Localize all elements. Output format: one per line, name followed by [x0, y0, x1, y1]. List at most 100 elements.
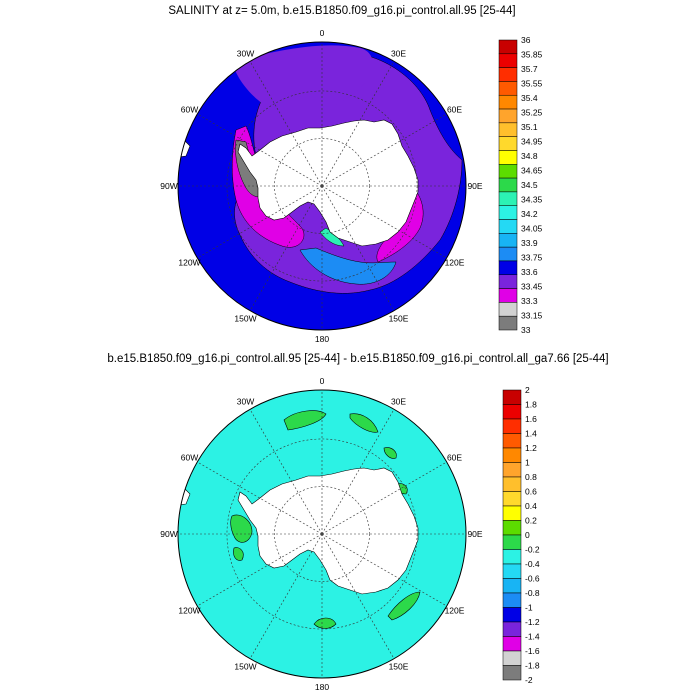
colorbar-box	[498, 136, 518, 151]
colorbar-label: 34.95	[521, 137, 543, 147]
colorbar-box	[502, 650, 522, 666]
colorbar-label: 35.25	[521, 108, 543, 118]
colorbar-label: -0.8	[525, 588, 540, 598]
lon-label: 90E	[467, 529, 482, 539]
region-ross-sea-fresh	[299, 247, 397, 285]
colorbar-box	[498, 233, 518, 248]
graticule-meridian	[321, 113, 447, 187]
title-bottom: b.e15.B1850.f09_g16.pi_control.all.95 [2…	[107, 353, 608, 365]
graticule	[178, 42, 466, 330]
difference-map: 0 30E 60E 90E 120E 150E 180 150W 120W 90W 60W 30W	[160, 376, 483, 692]
colorbar-label: 1.8	[525, 400, 537, 410]
lon-label: 30W	[237, 396, 254, 406]
colorbar-label: 33.15	[521, 311, 543, 321]
antarctica-land	[237, 119, 419, 247]
lon-label: 0	[320, 28, 325, 38]
colorbar-box	[498, 94, 518, 110]
colorbar-label: 35.55	[521, 79, 543, 89]
colorbar-label: 34.5	[521, 180, 538, 190]
colorbar-label: 35.1	[521, 122, 538, 132]
graticule-latitude	[226, 438, 418, 630]
graticule-meridian	[197, 185, 323, 259]
colorbar-label: 0	[525, 530, 530, 540]
lon-label: 90W	[160, 181, 177, 191]
lon-label: 120E	[445, 258, 465, 268]
graticule-meridian	[321, 533, 447, 607]
colorbar-label: -0.4	[525, 559, 540, 569]
colorbar-box	[498, 164, 518, 179]
colorbar-box	[498, 150, 518, 165]
graticule-meridian	[321, 409, 395, 535]
colorbar-label: 35.85	[521, 50, 543, 60]
graticule-latitude	[274, 138, 370, 234]
lon-label: 150E	[389, 314, 409, 324]
map-border	[177, 41, 467, 331]
region-positive-patch	[230, 514, 253, 543]
graticule-meridian	[197, 113, 323, 187]
colorbar-label: 35.7	[521, 64, 538, 74]
colorbar-box	[498, 122, 518, 137]
colorbar-box	[498, 302, 518, 317]
graticule-meridian	[249, 533, 323, 659]
colorbar-label: 33.75	[521, 253, 543, 263]
colorbar-box	[498, 219, 518, 234]
map-border	[177, 389, 467, 679]
colorbar-label: -1.2	[525, 617, 540, 627]
lon-label: 90W	[160, 529, 177, 539]
colorbar-label: 0.4	[525, 501, 537, 511]
lon-label: 60W	[181, 105, 198, 115]
colorbar-label: 1.2	[525, 443, 537, 453]
lon-label: 60W	[181, 453, 198, 463]
colorbar-label: 33.9	[521, 238, 538, 248]
colorbar-label: -2	[525, 675, 533, 685]
region-positive-patch	[233, 547, 244, 561]
colorbar-label: 33.3	[521, 296, 538, 306]
graticule-latitude	[226, 90, 418, 282]
title-top: SALINITY at z= 5.0m, b.e15.B1850.f09_g16…	[168, 5, 515, 17]
colorbar-box	[498, 108, 518, 124]
colorbar-label: 1.4	[525, 429, 537, 439]
colorbar-label: 1.6	[525, 414, 537, 424]
lon-label: 150W	[234, 662, 256, 672]
colorbar-box	[498, 53, 518, 68]
colorbar-label: 33.45	[521, 282, 543, 292]
lon-label: 30E	[391, 48, 406, 58]
colorbar-label: 0.2	[525, 516, 537, 526]
lon-label: 60E	[447, 105, 462, 115]
colorbar-box	[502, 520, 522, 536]
colorbar-box	[498, 177, 518, 193]
colorbar-label: 2	[525, 385, 530, 395]
colorbar-box	[502, 621, 522, 637]
colorbar-label: 1	[525, 458, 530, 468]
colorbar-box	[502, 389, 522, 405]
colorbar-box	[498, 205, 518, 220]
colorbar-box	[502, 578, 522, 594]
lon-label: 90E	[467, 181, 482, 191]
colorbar-box	[498, 274, 518, 289]
lon-label: 120W	[178, 258, 200, 268]
graticule-meridian	[321, 185, 447, 259]
map-fill	[178, 42, 466, 330]
graticule-meridian	[249, 409, 323, 535]
region-positive-patch	[387, 591, 421, 621]
colorbar-box	[502, 534, 522, 550]
lon-label: 150W	[234, 314, 256, 324]
colorbar-label: -1	[525, 603, 533, 613]
colorbar-box	[502, 462, 522, 478]
colorbar-label: -0.2	[525, 545, 540, 555]
region-positive-patch	[383, 447, 397, 459]
lon-label: 30E	[391, 396, 406, 406]
lon-label: 180	[315, 682, 329, 692]
lon-label: 120W	[178, 606, 200, 616]
graticule-latitude	[274, 486, 370, 582]
colorbar-box	[502, 505, 522, 521]
graticule-meridian	[321, 61, 395, 187]
lon-label: 150E	[389, 662, 409, 672]
colorbar-box	[502, 607, 522, 623]
colorbar-box	[502, 491, 522, 507]
lon-label: 0	[320, 376, 325, 386]
colorbar-box	[502, 549, 522, 565]
region-positive-patch	[349, 413, 379, 433]
colorbar-box	[502, 563, 522, 579]
